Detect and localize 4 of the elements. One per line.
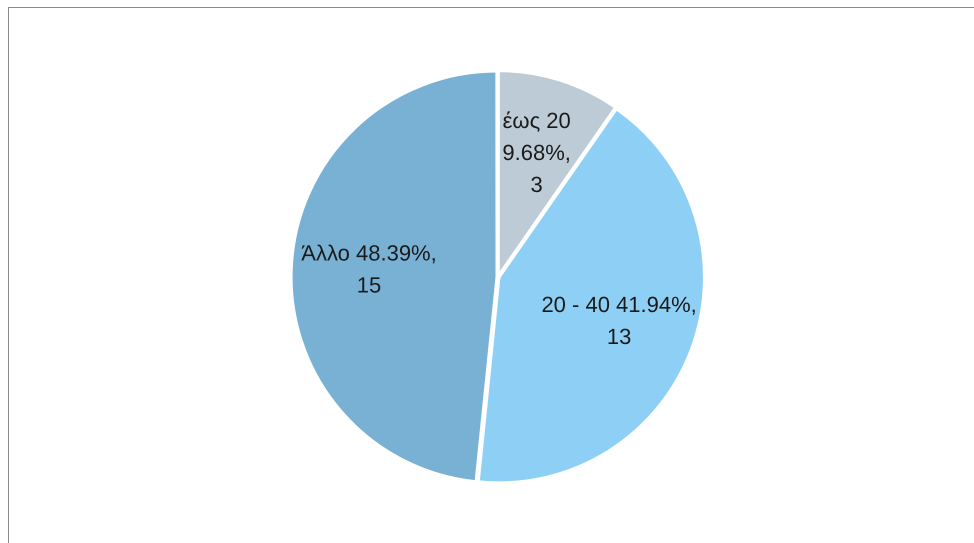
slice-label: έως 20 (502, 108, 571, 133)
slice-label: Άλλο 48.39%, 15 (301, 240, 437, 298)
slice-label: 20 - 40 41.94%, 13 (541, 292, 697, 349)
data-label: 9.68%, 3 (502, 140, 571, 197)
